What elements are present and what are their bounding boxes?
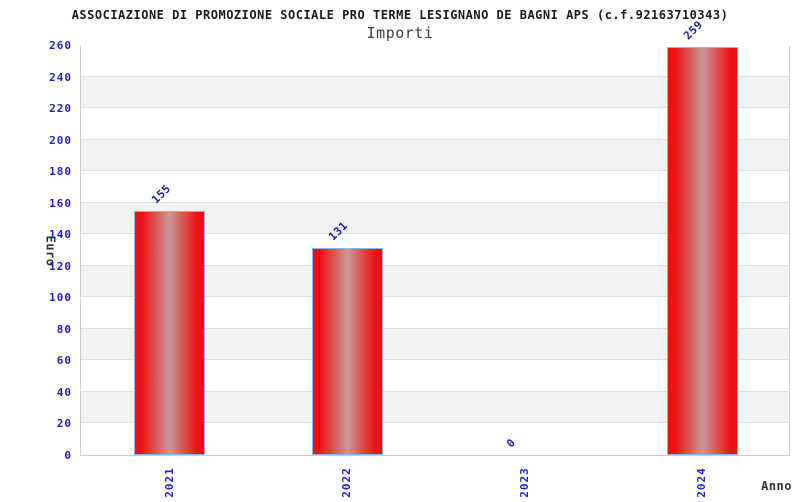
plot-area: [80, 45, 790, 456]
chart-title: ASSOCIAZIONE DI PROMOZIONE SOCIALE PRO T…: [71, 8, 729, 22]
y-tick-label: 220: [49, 102, 72, 116]
gridline: [81, 264, 789, 266]
gridline: [81, 359, 789, 361]
y-tick-label: 260: [49, 39, 72, 52]
y-tick-label: 40: [56, 385, 72, 399]
bar-2022: [311, 248, 383, 455]
x-tick-label-2022: 2022: [326, 462, 366, 502]
x-tick-label-2024: 2024: [681, 462, 721, 502]
y-tick-label: 80: [56, 322, 72, 336]
gridline: [81, 107, 789, 109]
y-tick-label: 200: [49, 133, 72, 147]
gridline: [81, 233, 789, 235]
x-tick-label-text: 2024: [694, 466, 708, 498]
gridline: [81, 390, 789, 392]
gridline: [81, 138, 789, 140]
gridline: [81, 75, 789, 77]
gridline: [81, 201, 789, 203]
bar-2021: [134, 210, 206, 455]
gridline: [81, 170, 789, 172]
x-tick-label-text: 2023: [517, 466, 531, 498]
x-tick-label-2023: 2023: [504, 462, 544, 502]
x-tick-label-text: 2022: [339, 466, 353, 498]
y-tick-label: 20: [56, 417, 72, 431]
x-tick-label-text: 2021: [162, 466, 176, 498]
y-tick-label: 180: [49, 165, 72, 179]
x-axis-title: Anno: [761, 479, 792, 493]
y-tick-label: 0: [64, 449, 72, 462]
gridline: [81, 327, 789, 329]
gridline: [81, 296, 789, 298]
y-tick-label: 100: [49, 291, 72, 305]
y-tick-label: 240: [49, 70, 72, 84]
y-tick-label: 160: [49, 196, 72, 210]
y-tick-label: 140: [49, 228, 72, 242]
gridline: [81, 422, 789, 424]
x-tick-label-2021: 2021: [149, 462, 189, 502]
y-tick-label: 60: [56, 354, 72, 368]
y-tick-label: 120: [49, 259, 72, 273]
bar-2024: [666, 46, 738, 455]
chart-subtitle: Importi: [366, 24, 434, 42]
